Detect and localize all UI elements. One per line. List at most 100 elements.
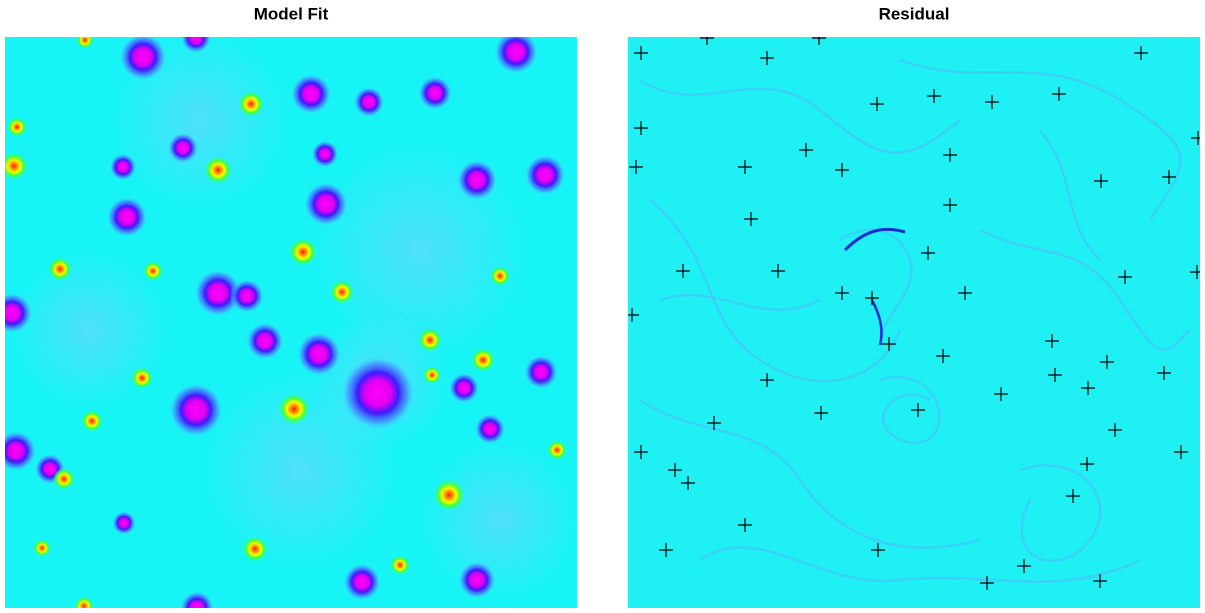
swirl bbox=[839, 228, 913, 341]
cross-marker bbox=[1190, 265, 1200, 279]
cross-marker bbox=[1017, 559, 1031, 573]
cross-marker bbox=[634, 121, 648, 135]
swirl bbox=[639, 78, 961, 155]
blob bbox=[340, 355, 416, 431]
blob bbox=[74, 596, 94, 608]
cross-marker bbox=[799, 143, 813, 157]
blob bbox=[311, 140, 339, 168]
cross-marker bbox=[760, 51, 774, 65]
blob bbox=[81, 410, 103, 432]
cross-marker bbox=[980, 576, 994, 590]
blob bbox=[48, 257, 72, 281]
cross-marker bbox=[985, 95, 999, 109]
cross-marker bbox=[1081, 381, 1095, 395]
cross-marker bbox=[629, 160, 643, 174]
blob bbox=[423, 366, 441, 384]
blob bbox=[7, 117, 27, 137]
blob bbox=[180, 591, 214, 608]
blob bbox=[33, 539, 51, 557]
cross-marker bbox=[1118, 270, 1132, 284]
blob bbox=[194, 269, 242, 317]
cross-marker bbox=[870, 97, 884, 111]
background-patch bbox=[110, 37, 290, 210]
blob bbox=[106, 196, 148, 238]
cross-marker bbox=[1045, 334, 1059, 348]
blob bbox=[131, 367, 153, 389]
blob bbox=[390, 555, 410, 575]
cross-marker bbox=[994, 387, 1008, 401]
blob bbox=[112, 511, 136, 535]
blob bbox=[278, 393, 310, 425]
cross-marker bbox=[1048, 368, 1062, 382]
cross-marker bbox=[936, 349, 950, 363]
swirl bbox=[659, 294, 821, 311]
background-patch bbox=[420, 440, 577, 600]
blob bbox=[524, 355, 558, 389]
cross-marker bbox=[760, 373, 774, 387]
panel-title: Residual bbox=[879, 4, 950, 23]
cross-marker bbox=[1191, 131, 1200, 145]
blob bbox=[547, 440, 567, 460]
residual-image bbox=[628, 37, 1200, 608]
blob bbox=[5, 430, 37, 472]
cross-marker bbox=[911, 403, 925, 417]
blob bbox=[448, 372, 480, 404]
cross-marker bbox=[1108, 423, 1122, 437]
cross-marker bbox=[681, 476, 695, 490]
panel-title: Model Fit bbox=[254, 4, 329, 23]
blob bbox=[53, 468, 75, 490]
background-patch bbox=[10, 250, 170, 410]
cross-marker bbox=[1052, 87, 1066, 101]
blob bbox=[168, 382, 224, 438]
blob bbox=[5, 292, 33, 334]
blob bbox=[289, 238, 317, 266]
swirl bbox=[879, 376, 941, 444]
cross-marker bbox=[1066, 489, 1080, 503]
cross-marker bbox=[707, 416, 721, 430]
blob bbox=[456, 159, 498, 201]
cross-marker bbox=[1080, 457, 1094, 471]
blob bbox=[109, 153, 137, 181]
cross-marker bbox=[943, 198, 957, 212]
cross-marker bbox=[1157, 366, 1171, 380]
blob bbox=[303, 181, 349, 227]
cross-marker bbox=[659, 543, 673, 557]
swirl bbox=[699, 546, 1141, 583]
blob bbox=[493, 37, 539, 75]
swirl bbox=[639, 398, 981, 549]
cross-marker bbox=[676, 264, 690, 278]
cross-marker bbox=[700, 37, 714, 45]
cross-marker bbox=[943, 148, 957, 162]
blob bbox=[246, 322, 284, 360]
blob bbox=[230, 279, 264, 313]
cross-marker bbox=[835, 286, 849, 300]
blob bbox=[471, 348, 495, 372]
swirl bbox=[649, 199, 902, 383]
cross-marker bbox=[634, 445, 648, 459]
cross-marker bbox=[744, 212, 758, 226]
swirl bbox=[1039, 129, 1101, 261]
cross-marker bbox=[958, 286, 972, 300]
blob bbox=[474, 413, 506, 445]
blob bbox=[458, 561, 496, 599]
swirl bbox=[843, 227, 906, 252]
blob bbox=[330, 280, 354, 304]
blob bbox=[180, 37, 212, 54]
cross-marker bbox=[1134, 46, 1148, 60]
swirl bbox=[899, 58, 1182, 221]
blob bbox=[143, 261, 163, 281]
cross-marker bbox=[814, 406, 828, 420]
blob bbox=[76, 37, 94, 49]
cross-marker bbox=[668, 463, 682, 477]
blob bbox=[290, 73, 332, 115]
cross-marker bbox=[1093, 574, 1107, 588]
cross-marker bbox=[1100, 355, 1114, 369]
swirl bbox=[870, 299, 883, 346]
blob bbox=[296, 331, 342, 377]
cross-marker bbox=[1174, 445, 1188, 459]
blob bbox=[204, 156, 232, 184]
swirl bbox=[979, 228, 1191, 351]
model-fit-image bbox=[5, 37, 577, 608]
cross-marker bbox=[771, 264, 785, 278]
